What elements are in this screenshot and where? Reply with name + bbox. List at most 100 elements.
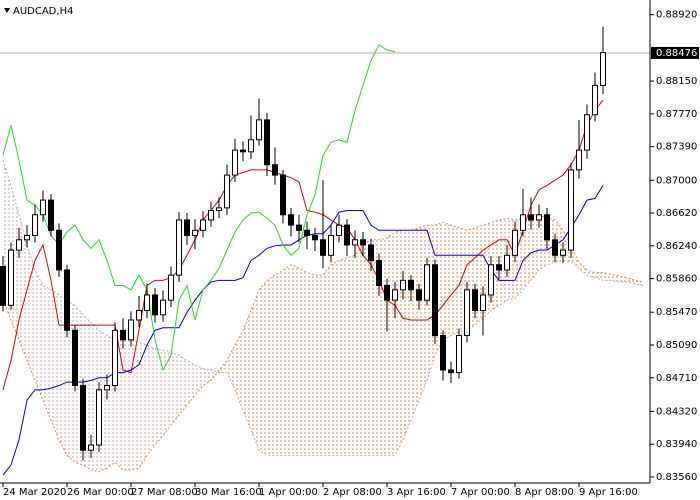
candle-body: [216, 207, 222, 211]
candle-body: [536, 214, 542, 221]
cloud-segment: [259, 280, 267, 456]
x-tick-label: 1 Apr 00:00: [259, 487, 318, 498]
candle-body: [368, 244, 374, 261]
cloud-segment: [123, 339, 131, 471]
candle-body: [208, 209, 214, 221]
cloud-segment: [139, 342, 147, 469]
candle-body: [360, 239, 366, 246]
y-tick-label: 0.83940: [656, 439, 697, 450]
cloud-segment: [243, 310, 251, 431]
cloud-segment: [611, 274, 619, 283]
candle-body: [408, 279, 414, 291]
candle-body: [56, 229, 62, 271]
candle-body: [152, 294, 158, 316]
cloud-segment: [131, 339, 139, 471]
y-tick-label: 0.88920: [656, 10, 697, 21]
candle-body: [136, 310, 142, 321]
candle-body: [592, 84, 598, 116]
cloud-segment: [235, 330, 243, 411]
cloud-segment: [339, 257, 347, 456]
candle-body: [48, 199, 54, 231]
cloud-segment: [627, 277, 635, 284]
cloud-segment: [571, 244, 579, 269]
cloud-segment: [523, 214, 531, 290]
cloud-segment: [579, 262, 587, 276]
cloud-segment: [603, 272, 611, 281]
candle-body: [144, 294, 150, 312]
y-tick-label: 0.87770: [656, 109, 697, 120]
cloud-segment: [299, 268, 307, 456]
y-tick-label: 0.87000: [656, 175, 697, 186]
cloud-segment: [251, 289, 259, 451]
cloud-segment: [595, 272, 603, 281]
indicator-line: [2, 99, 604, 390]
y-tick-label: 0.86240: [656, 241, 697, 252]
candle-body: [528, 214, 534, 221]
candle-body: [400, 279, 406, 291]
cloud-segment: [587, 269, 595, 278]
candle-body: [496, 264, 502, 271]
cloud-segment: [451, 225, 459, 336]
cloud-segment: [331, 260, 339, 456]
candle-body: [24, 234, 30, 241]
candle-body: [88, 444, 94, 451]
candle-body: [8, 249, 14, 306]
y-tick-label: 0.83560: [656, 472, 697, 483]
cloud-segment: [443, 222, 451, 340]
y-tick-label: 0.84710: [656, 373, 697, 384]
cloud-segment: [395, 230, 403, 456]
y-tick-label: 0.87390: [656, 142, 697, 153]
candle-body: [576, 149, 582, 171]
cloud-segment: [203, 368, 211, 386]
candle-body: [584, 114, 590, 151]
x-tick-label: 30 Mar 16:00: [195, 487, 262, 498]
cloud-segment: [403, 230, 411, 440]
candle-body: [184, 219, 190, 236]
axis-cover: [650, 0, 700, 500]
cloud-segment: [291, 264, 299, 456]
candle-body: [248, 139, 254, 153]
candle-body: [600, 52, 606, 86]
x-tick-label: 2 Apr 08:00: [323, 487, 382, 498]
y-tick-label: 0.88150: [656, 76, 697, 87]
cloud-segment: [147, 345, 155, 456]
candle-body: [64, 269, 70, 331]
candle-body: [344, 224, 350, 246]
candle-body: [128, 319, 134, 341]
candle-body: [232, 149, 238, 176]
cloud-segment: [227, 345, 235, 390]
candle-body: [104, 385, 110, 391]
candle-body: [72, 329, 78, 387]
cloud-segment: [531, 214, 539, 281]
cloud-segment: [323, 264, 331, 456]
y-tick-label: 0.85090: [656, 340, 697, 351]
candle-body: [456, 335, 462, 374]
x-tick-label: 7 Apr 00:00: [451, 487, 510, 498]
candle-body: [448, 369, 454, 374]
cloud-segment: [19, 214, 27, 361]
x-tick-label: 8 Apr 08:00: [515, 487, 574, 498]
candle-body: [96, 389, 102, 446]
cloud-segment: [315, 275, 323, 456]
cloud-segment: [155, 348, 163, 446]
candle-body: [120, 329, 126, 341]
cloud-segment: [427, 225, 435, 381]
cloud-segment: [35, 269, 43, 401]
cloud-segment: [411, 227, 419, 421]
title-triangle: [4, 8, 10, 13]
candle-body: [256, 119, 262, 141]
y-tick-label: 0.85860: [656, 274, 697, 285]
candle-body: [440, 335, 446, 371]
candle-body: [80, 385, 86, 451]
candle-body: [424, 264, 430, 301]
cloud-segment: [267, 275, 275, 456]
candle-body: [240, 149, 246, 153]
candle-body: [40, 199, 46, 216]
cloud-segment: [163, 350, 171, 436]
candle-body: [200, 219, 206, 231]
cloud-segment: [51, 289, 59, 440]
indicator-line: [2, 44, 396, 372]
candle-body: [568, 169, 574, 251]
cloud-segment: [187, 360, 195, 406]
